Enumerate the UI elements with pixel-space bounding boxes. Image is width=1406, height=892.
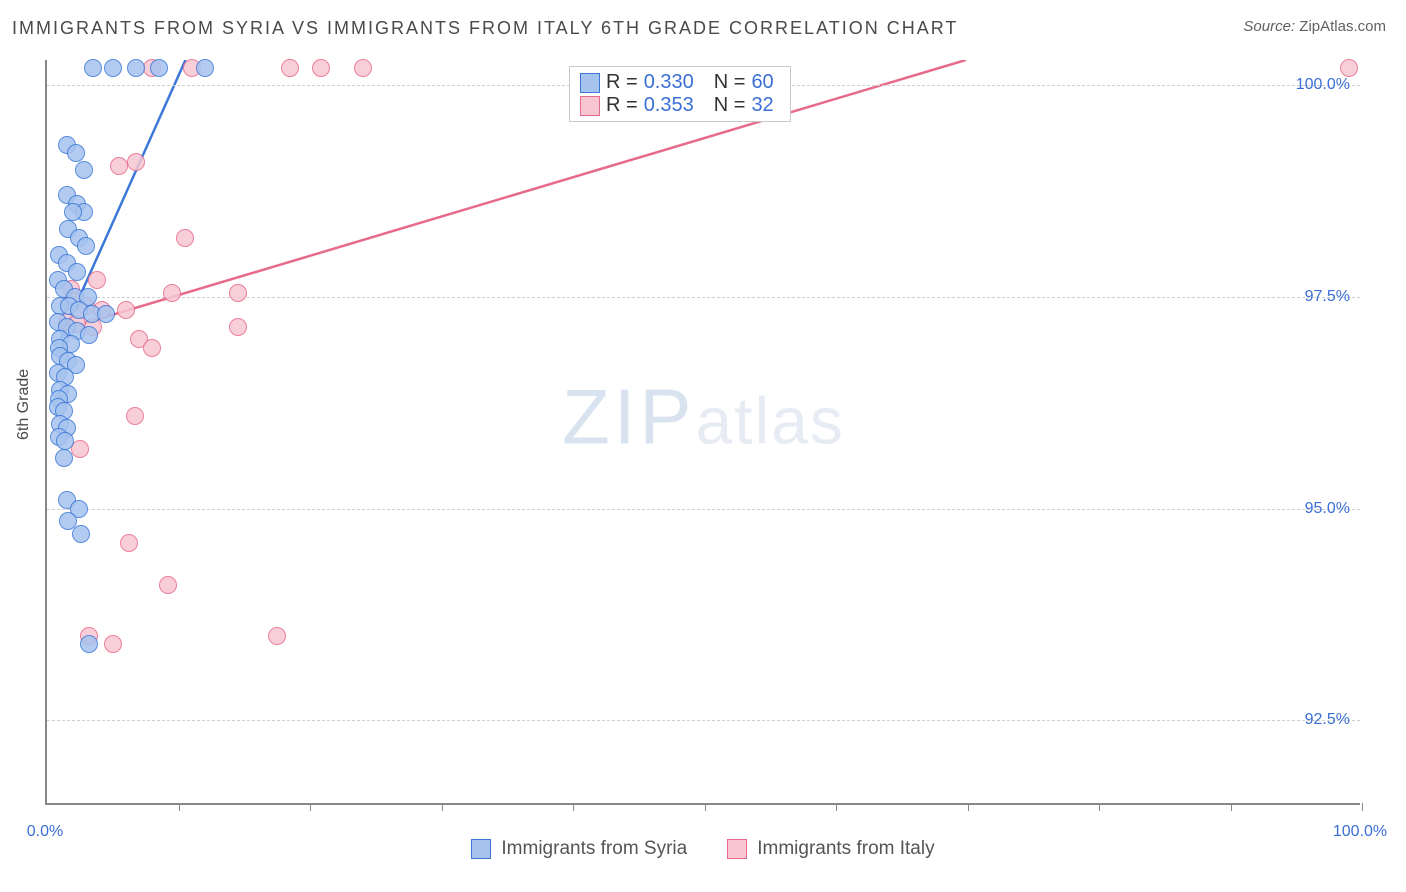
scatter-point-syria (104, 59, 122, 77)
x-tick-mark (573, 803, 574, 811)
scatter-point-italy (110, 157, 128, 175)
legend-item-syria: Immigrants from Syria (471, 838, 687, 860)
scatter-point-syria (75, 161, 93, 179)
legend-item-italy: Immigrants from Italy (727, 838, 934, 860)
x-tick-label: 0.0% (27, 823, 63, 841)
y-tick-label: 92.5% (1305, 711, 1350, 729)
scatter-point-italy (312, 59, 330, 77)
watermark-atlas: atlas (695, 383, 844, 457)
legend-swatch-syria (471, 839, 491, 859)
scatter-point-syria (80, 635, 98, 653)
x-tick-mark (968, 803, 969, 811)
source-label: Source: (1243, 18, 1295, 35)
x-tick-mark (705, 803, 706, 811)
chart-title: IMMIGRANTS FROM SYRIA VS IMMIGRANTS FROM… (12, 18, 958, 39)
legend-label-italy: Immigrants from Italy (757, 838, 934, 860)
scatter-point-syria (67, 144, 85, 162)
scatter-point-syria (84, 59, 102, 77)
scatter-point-italy (163, 284, 181, 302)
watermark-zip: ZIP (562, 372, 695, 460)
stats-n-label: N = (714, 94, 746, 117)
swatch-italy (580, 96, 600, 116)
stats-row-syria: R = 0.330 N = 60 (580, 71, 774, 94)
scatter-point-syria (55, 449, 73, 467)
source-value: ZipAtlas.com (1299, 18, 1386, 35)
scatter-point-italy (126, 407, 144, 425)
scatter-point-italy (88, 271, 106, 289)
scatter-point-italy (268, 627, 286, 645)
scatter-point-syria (150, 59, 168, 77)
scatter-point-italy (229, 284, 247, 302)
scatter-point-syria (97, 305, 115, 323)
y-tick-label: 97.5% (1305, 288, 1350, 306)
stats-italy-n: 32 (751, 94, 773, 117)
legend-swatch-italy (727, 839, 747, 859)
stats-syria-r: 0.330 (644, 71, 694, 94)
stats-italy-r: 0.353 (644, 94, 694, 117)
gridline (47, 720, 1360, 721)
stats-r-label: R = (606, 71, 638, 94)
chart-plot-area: ZIPatlas 92.5% 95.0% 97.5% 100.0% (45, 60, 1360, 805)
x-tick-mark (836, 803, 837, 811)
scatter-point-italy (127, 153, 145, 171)
scatter-point-syria (127, 59, 145, 77)
y-axis-label: 6th Grade (15, 369, 33, 440)
y-tick-label: 95.0% (1305, 500, 1350, 518)
scatter-point-syria (68, 263, 86, 281)
trend-line-italy (61, 60, 966, 330)
stats-r-label: R = (606, 94, 638, 117)
legend-label-syria: Immigrants from Syria (501, 838, 687, 860)
watermark: ZIPatlas (562, 371, 845, 462)
stats-n-label: N = (714, 71, 746, 94)
scatter-point-italy (229, 318, 247, 336)
trend-lines-layer (47, 60, 1360, 803)
scatter-point-italy (104, 635, 122, 653)
x-tick-mark (1099, 803, 1100, 811)
scatter-point-italy (143, 339, 161, 357)
scatter-point-syria (56, 432, 74, 450)
scatter-point-italy (159, 576, 177, 594)
x-tick-label: 100.0% (1333, 823, 1387, 841)
x-tick-mark (1362, 803, 1363, 811)
stats-row-italy: R = 0.353 N = 32 (580, 94, 774, 117)
x-tick-mark (1231, 803, 1232, 811)
scatter-point-italy (354, 59, 372, 77)
scatter-point-syria (64, 203, 82, 221)
swatch-syria (580, 73, 600, 93)
scatter-point-italy (120, 534, 138, 552)
bottom-legend: Immigrants from Syria Immigrants from It… (0, 838, 1406, 860)
x-tick-mark (310, 803, 311, 811)
x-tick-mark (179, 803, 180, 811)
scatter-point-syria (77, 237, 95, 255)
correlation-stats-box: R = 0.330 N = 60 R = 0.353 N = 32 (569, 66, 791, 122)
gridline (47, 509, 1360, 510)
stats-syria-n: 60 (751, 71, 773, 94)
scatter-point-italy (281, 59, 299, 77)
source-credit: Source: ZipAtlas.com (1243, 18, 1386, 35)
scatter-point-syria (80, 326, 98, 344)
y-tick-label: 100.0% (1296, 76, 1350, 94)
scatter-point-syria (196, 59, 214, 77)
scatter-point-italy (1340, 59, 1358, 77)
x-tick-mark (442, 803, 443, 811)
scatter-point-syria (72, 525, 90, 543)
scatter-point-italy (117, 301, 135, 319)
scatter-point-italy (176, 229, 194, 247)
